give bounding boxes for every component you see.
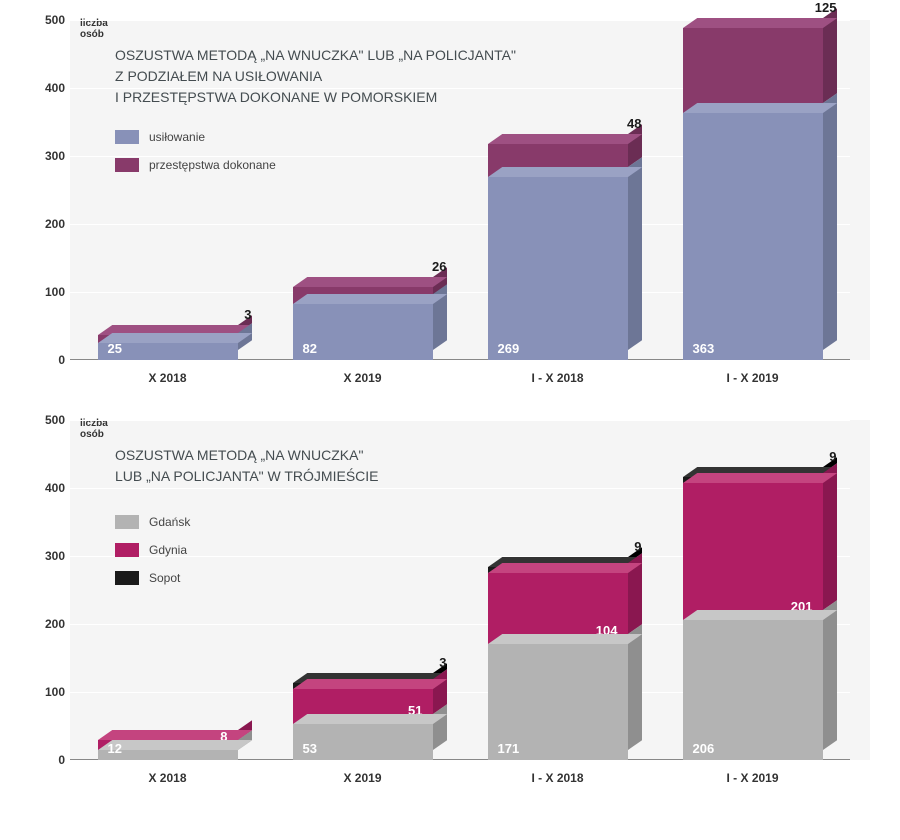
- chart1-legend-item-0: usiłowanie: [115, 130, 276, 144]
- legend-label: usiłowanie: [149, 130, 205, 144]
- segment-value-label: 25: [108, 341, 122, 356]
- segment-top-label: 9: [634, 539, 641, 554]
- y-tick-label: 100: [45, 285, 65, 299]
- x-label: X 2019: [265, 771, 460, 785]
- bar-group: 48269: [460, 144, 655, 360]
- x-label: I - X 2019: [655, 771, 850, 785]
- chart2-legend-item-0: Gdańsk: [115, 515, 190, 529]
- chart2-x-labels: X 2018 X 2019 I - X 2018 I - X 2019: [70, 765, 850, 790]
- bar-segment: 25: [98, 343, 238, 360]
- x-label: I - X 2019: [655, 371, 850, 385]
- y-tick-label: 500: [45, 413, 65, 427]
- bar-segment: 125: [683, 28, 823, 113]
- bar: 9201206: [683, 477, 823, 760]
- legend-swatch: [115, 130, 139, 144]
- chart2-legend: Gdańsk Gdynia Sopot: [115, 515, 190, 599]
- bar: 812: [98, 740, 238, 760]
- x-label: X 2019: [265, 371, 460, 385]
- bar-group: 9201206: [655, 477, 850, 760]
- bar-segment: 206: [683, 620, 823, 760]
- segment-top-label: 26: [432, 259, 446, 274]
- bar-group: 2682: [265, 287, 460, 360]
- bar: 35153: [293, 683, 433, 760]
- y-tick-label: 200: [45, 217, 65, 231]
- bar-segment: 53: [293, 724, 433, 760]
- bar: 48269: [488, 144, 628, 360]
- segment-top-label: 3: [244, 307, 251, 322]
- bar-segment: 269: [488, 177, 628, 360]
- x-label: I - X 2018: [460, 771, 655, 785]
- y-tick-label: 500: [45, 13, 65, 27]
- chart1-title: OSZUSTWA METODĄ „NA WNUCZKA" LUB „NA POL…: [115, 45, 516, 108]
- chart2-legend-item-1: Gdynia: [115, 543, 190, 557]
- y-tick-label: 400: [45, 81, 65, 95]
- chart2-legend-item-2: Sopot: [115, 571, 190, 585]
- legend-swatch: [115, 571, 139, 585]
- bar-group: 35153: [265, 683, 460, 760]
- y-tick-label: 0: [58, 753, 65, 767]
- y-tick-label: 300: [45, 549, 65, 563]
- y-tick-label: 400: [45, 481, 65, 495]
- legend-swatch: [115, 543, 139, 557]
- segment-top-label: 3: [439, 655, 446, 670]
- segment-value-label: 53: [303, 741, 317, 756]
- bar-segment: 171: [488, 644, 628, 760]
- y-tick-label: 200: [45, 617, 65, 631]
- segment-value-label: 82: [303, 341, 317, 356]
- y-tick-label: 100: [45, 685, 65, 699]
- segment-value-label: 363: [693, 341, 715, 356]
- legend-swatch: [115, 515, 139, 529]
- bar-segment: 201: [683, 483, 823, 620]
- legend-label: przestępstwa dokonane: [149, 158, 276, 172]
- chart1-legend: usiłowanie przestępstwa dokonane: [115, 130, 276, 186]
- segment-top-label: 9: [829, 449, 836, 464]
- bar-segment: 363: [683, 113, 823, 360]
- segment-value-label: 171: [498, 741, 520, 756]
- bar-group: 325: [70, 335, 265, 360]
- bar: 325: [98, 335, 238, 360]
- segment-top-label: 125: [815, 0, 837, 15]
- bar-group: 9104171: [460, 567, 655, 760]
- bar-group: 812: [70, 740, 265, 760]
- y-tick-label: 300: [45, 149, 65, 163]
- segment-value-label: 269: [498, 341, 520, 356]
- chart1-panel: liczbaosób OSZUSTWA METODĄ „NA WNUCZKA" …: [10, 20, 870, 390]
- segment-top-label: 48: [627, 116, 641, 131]
- legend-swatch: [115, 158, 139, 172]
- bar: 125 363: [683, 28, 823, 360]
- bar-group: 125 363: [655, 28, 850, 360]
- segment-value-label: 206: [693, 741, 715, 756]
- chart1-x-labels: X 2018 X 2019 I - X 2018 I - X 2019: [70, 365, 850, 390]
- bar: 2682: [293, 287, 433, 360]
- bar-segment: 12: [98, 750, 238, 760]
- segment-value-label: 12: [108, 741, 122, 756]
- chart2-title: OSZUSTWA METODĄ „NA WNUCZKA"LUB „NA POLI…: [115, 445, 379, 487]
- bar: 9104171: [488, 567, 628, 760]
- chart2-panel: liczbaosób OSZUSTWA METODĄ „NA WNUCZKA"L…: [10, 420, 870, 790]
- legend-label: Gdynia: [149, 543, 187, 557]
- x-label: X 2018: [70, 771, 265, 785]
- legend-label: Gdańsk: [149, 515, 190, 529]
- y-tick-label: 0: [58, 353, 65, 367]
- x-label: X 2018: [70, 371, 265, 385]
- legend-label: Sopot: [149, 571, 180, 585]
- bar-segment: 82: [293, 304, 433, 360]
- chart1-legend-item-1: przestępstwa dokonane: [115, 158, 276, 172]
- x-label: I - X 2018: [460, 371, 655, 385]
